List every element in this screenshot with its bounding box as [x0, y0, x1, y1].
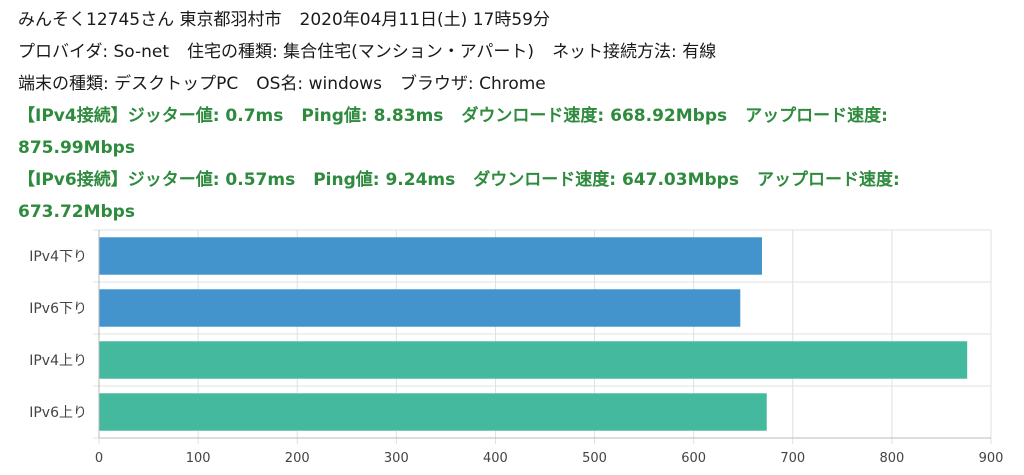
- speedtest-info: みんそく12745さん 東京都羽村市 2020年04月11日(土) 17時59分 …: [18, 4, 1018, 228]
- axis-layer: 0 100 200 300 400 500 600 700 800 900 IPv4下り IPv6下り…: [29, 230, 1003, 466]
- connection-method: ネット接続方法: 有線: [552, 42, 717, 62]
- ipv4-prefix: 【IPv4接続】: [18, 106, 128, 126]
- ipv4-upload-label: アップロード速度:: [745, 106, 888, 126]
- device-type: 端末の種類: デスクトップPC: [18, 74, 239, 94]
- ipv6-prefix: 【IPv6接続】: [18, 170, 128, 190]
- ipv4-results: 【IPv4接続】ジッター値: 0.7ms Ping値: 8.83ms ダウンロード速…: [18, 100, 1018, 164]
- category-label: IPv4下り: [29, 249, 87, 265]
- ipv6-results: 【IPv6接続】ジッター値: 0.57ms Ping値: 9.24ms ダウンロード…: [18, 164, 1018, 228]
- x-tick-label: 800: [879, 451, 904, 466]
- ipv4-upload-value: 875.99Mbps: [18, 138, 135, 158]
- ipv4-ping: Ping値: 8.83ms: [301, 106, 444, 126]
- ipv6-download: ダウンロード速度: 647.03Mbps: [473, 170, 739, 190]
- x-tick-label: 400: [483, 451, 508, 466]
- x-tick-label: 600: [681, 451, 706, 466]
- category-label: IPv6下り: [29, 301, 87, 317]
- header-line-1: みんそく12745さん 東京都羽村市 2020年04月11日(土) 17時59分: [18, 4, 1018, 36]
- bar-2: [99, 289, 741, 327]
- ipv6-ping: Ping値: 9.24ms: [313, 170, 456, 190]
- header-line-3: 端末の種類: デスクトップPC OS名: windows ブラウザ: Chrome: [18, 68, 1018, 100]
- speed-chart: 0 100 200 300 400 500 600 700 800 900 IPv4下り IPv6下り…: [0, 228, 1024, 475]
- bar-3: [99, 341, 968, 379]
- category-label: IPv4上り: [29, 353, 87, 369]
- ipv6-jitter: ジッター値: 0.57ms: [127, 170, 296, 190]
- x-tick-label: 300: [384, 451, 409, 466]
- ipv6-upload-value: 673.72Mbps: [18, 202, 135, 222]
- datetime: 2020年04月11日(土) 17時59分: [299, 10, 550, 30]
- provider: プロバイダ: So-net: [18, 42, 169, 62]
- x-tick-label: 0: [95, 451, 103, 466]
- category-label: IPv6上り: [29, 405, 87, 421]
- ipv4-download: ダウンロード速度: 668.92Mbps: [461, 106, 728, 126]
- ipv4-jitter: ジッター値: 0.7ms: [127, 106, 284, 126]
- x-tick-label: 700: [780, 451, 805, 466]
- browser-name: ブラウザ: Chrome: [399, 74, 546, 94]
- bar-layer: [99, 237, 968, 431]
- bar-1: [99, 237, 762, 275]
- bar-chart-svg: 0 100 200 300 400 500 600 700 800 900 IPv4下り IPv6下り…: [29, 229, 1003, 466]
- user-name: みんそく12745さん: [18, 10, 175, 30]
- housing-type: 住宅の種類: 集合住宅(マンション・アパート): [187, 42, 535, 62]
- x-tick-label: 200: [285, 451, 310, 466]
- x-tick-label: 100: [186, 451, 211, 466]
- os-name: OS名: windows: [256, 74, 382, 94]
- x-tick-label: 500: [582, 451, 607, 466]
- bar-4: [99, 393, 767, 431]
- header-line-2: プロバイダ: So-net 住宅の種類: 集合住宅(マンション・アパート) ネット接…: [18, 36, 1018, 68]
- location: 東京都羽村市: [179, 10, 282, 30]
- ipv6-upload-label: アップロード速度:: [756, 170, 900, 190]
- x-tick-label: 900: [979, 451, 1004, 466]
